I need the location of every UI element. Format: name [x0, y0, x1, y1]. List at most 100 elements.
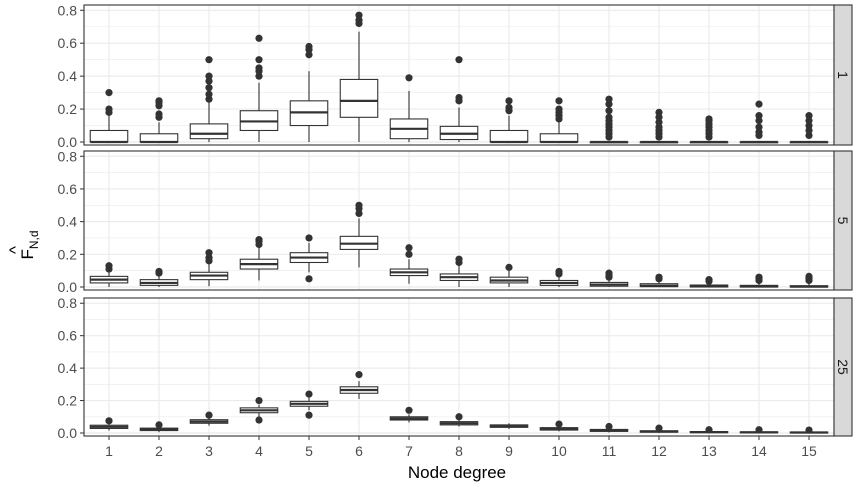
facet-strip	[833, 150, 853, 291]
y-tick-label: 0.2	[58, 393, 78, 409]
outlier-point	[455, 255, 463, 263]
outlier-point	[805, 426, 813, 434]
box-1-11	[589, 95, 629, 144]
y-tick-label: 0.2	[58, 246, 78, 262]
outlier-point	[605, 100, 613, 108]
facet-panels: 0.00.20.40.60.810.00.20.40.60.850.00.20.…	[58, 2, 853, 441]
box-25-3	[189, 411, 229, 426]
outlier-point	[805, 126, 813, 135]
box-1-2	[139, 97, 179, 144]
box-25-6	[339, 371, 379, 399]
box-iqr	[139, 133, 179, 143]
outlier-point	[755, 112, 763, 120]
outlier-point	[555, 97, 563, 105]
box-1-15	[789, 112, 829, 144]
outlier-point	[705, 276, 713, 284]
box-5-2	[139, 267, 179, 287]
outlier-point	[205, 249, 213, 257]
outlier-point	[105, 105, 113, 113]
outlier-point	[655, 113, 663, 121]
x-tick-label: 12	[651, 443, 667, 459]
x-tick-label: 11	[602, 443, 617, 459]
outlier-point	[455, 413, 463, 421]
y-axis-title-subscript: N,d	[27, 230, 41, 249]
box-1-12	[639, 108, 679, 144]
box-5-13	[689, 276, 729, 288]
box-5-10	[539, 267, 579, 287]
outlier-point	[205, 77, 213, 85]
outlier-point	[255, 236, 263, 244]
outlier-point	[305, 275, 313, 283]
outlier-point	[205, 95, 213, 103]
box-1-3	[189, 56, 229, 142]
outlier-point	[255, 416, 263, 424]
box-iqr	[89, 129, 129, 143]
box-1-1	[89, 89, 129, 144]
x-tick-label: 6	[355, 443, 363, 459]
box-5-15	[789, 272, 829, 288]
outlier-point	[755, 116, 763, 125]
y-tick-label: 0.8	[58, 148, 78, 164]
outlier-point	[805, 121, 813, 130]
y-tick-label: 0.8	[58, 2, 78, 18]
outlier-point	[205, 90, 213, 98]
outlier-point	[205, 84, 213, 92]
box-25-11	[589, 422, 629, 433]
box-5-11	[589, 269, 629, 287]
box-1-6	[339, 11, 379, 142]
outlier-point	[355, 371, 363, 379]
y-tick-label: 0.0	[58, 279, 78, 295]
outlier-point	[555, 420, 563, 428]
outlier-point	[605, 95, 613, 103]
x-axis-title: Node degree	[408, 463, 506, 482]
x-tick-label: 5	[305, 443, 313, 459]
box-iqr	[189, 123, 229, 140]
box-iqr	[539, 133, 579, 143]
outlier-point	[655, 424, 663, 432]
y-tick-label: 0.4	[58, 214, 78, 230]
outlier-point	[755, 128, 763, 136]
box-1-13	[689, 115, 729, 144]
box-1-10	[539, 97, 579, 144]
outlier-point	[555, 105, 563, 113]
outlier-point	[605, 269, 613, 277]
outlier-point	[755, 426, 763, 434]
y-tick-label: 0.6	[58, 181, 78, 197]
outlier-point	[655, 108, 663, 116]
facet-strip-label: 5	[835, 217, 851, 225]
outlier-point	[355, 16, 363, 24]
outlier-point	[305, 42, 313, 51]
facet-strip-label: 1	[835, 71, 851, 79]
outlier-point	[305, 51, 313, 59]
box-1-8	[439, 56, 479, 142]
outlier-point	[455, 56, 463, 64]
outlier-point	[505, 263, 513, 271]
x-tick-label: 14	[751, 443, 767, 459]
x-tick-label: 1	[105, 443, 113, 459]
box-1-14	[739, 100, 779, 144]
outlier-point	[105, 89, 113, 97]
outlier-point	[155, 97, 163, 105]
outlier-point	[105, 417, 113, 425]
outlier-point	[705, 115, 713, 123]
box-1-4	[239, 34, 279, 142]
box-1-5	[289, 42, 329, 142]
box-iqr	[489, 129, 529, 143]
box-5-3	[189, 249, 229, 287]
outlier-point	[305, 234, 313, 242]
facet-strip	[833, 4, 853, 146]
outlier-point	[355, 201, 363, 209]
facet-strip-label: 25	[835, 359, 851, 375]
box-25-1	[89, 417, 129, 431]
box-5-4	[239, 236, 279, 281]
y-tick-label: 0.4	[58, 68, 78, 84]
outlier-point	[355, 11, 363, 19]
y-tick-label: 0.0	[58, 134, 78, 150]
x-tick-label: 4	[255, 443, 263, 459]
box-25-2	[139, 421, 179, 433]
box-5-6	[339, 201, 379, 268]
svg-text:FN,d: FN,d	[18, 230, 41, 259]
box-25-13	[689, 426, 729, 434]
outlier-point	[405, 74, 413, 82]
